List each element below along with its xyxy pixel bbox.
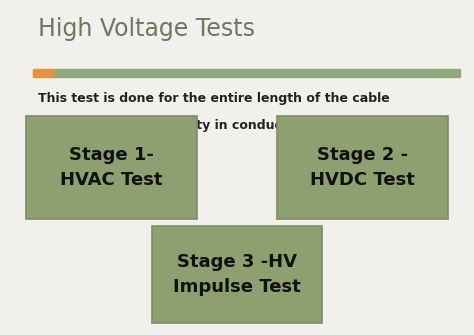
Text: Stage 2 -
HVDC Test: Stage 2 - HVDC Test: [310, 146, 415, 189]
Text: High Voltage Tests: High Voltage Tests: [38, 17, 255, 41]
Text: Stage 1-
HVAC Test: Stage 1- HVAC Test: [60, 146, 163, 189]
Text: This test is done for the entire length of the cable: This test is done for the entire length …: [38, 92, 390, 105]
FancyBboxPatch shape: [152, 226, 322, 323]
Text: – to check the continuity in conduction: – to check the continuity in conduction: [38, 119, 309, 132]
Bar: [33, 69, 55, 77]
Bar: [55, 69, 460, 77]
Text: Stage 3 -HV
Impulse Test: Stage 3 -HV Impulse Test: [173, 253, 301, 296]
FancyBboxPatch shape: [277, 116, 448, 219]
FancyBboxPatch shape: [26, 116, 197, 219]
